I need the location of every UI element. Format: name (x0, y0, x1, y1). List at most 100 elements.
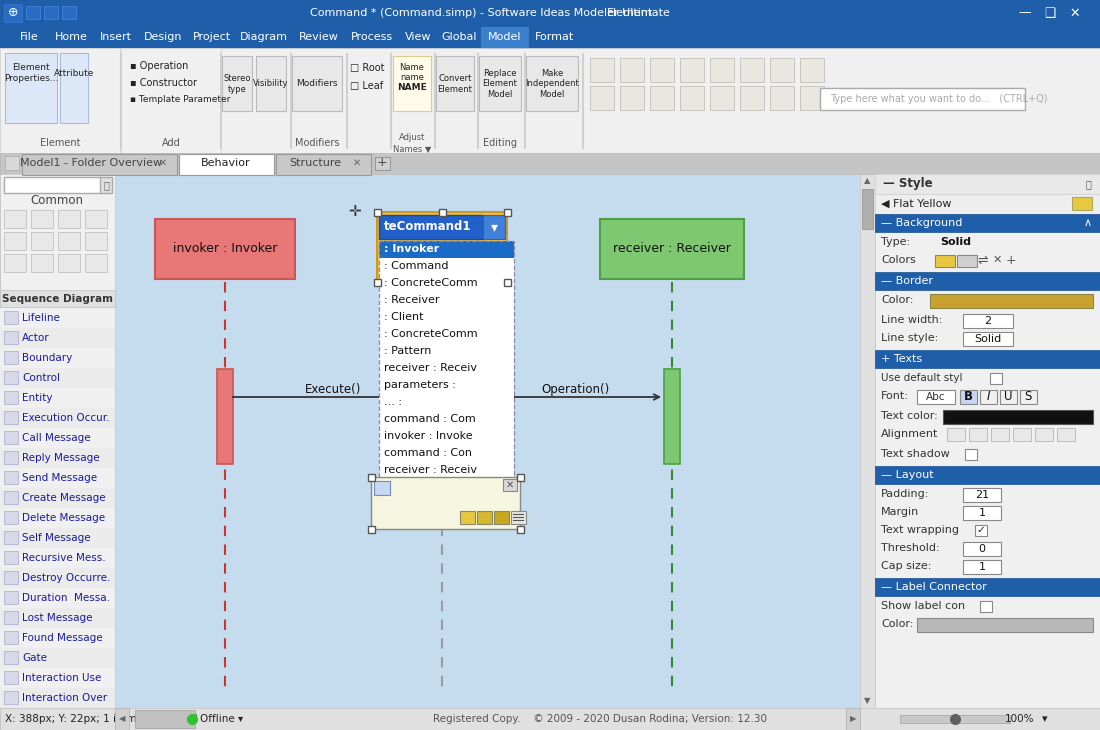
Bar (4, 4, 22, 22)
Text: 2: 2 (984, 316, 991, 326)
Bar (503, 479, 517, 491)
Text: : ConcreteComm: : ConcreteComm (384, 278, 477, 288)
Bar (650, 86, 674, 110)
Text: Modifiers: Modifiers (296, 80, 338, 88)
Bar (0, 290, 116, 307)
Text: Text wrapping: Text wrapping (881, 525, 959, 535)
Bar (256, 56, 286, 111)
Text: Element: Element (607, 8, 653, 18)
Text: ▶: ▶ (849, 715, 856, 723)
Bar (680, 58, 704, 82)
Bar (374, 209, 381, 216)
Bar (874, 174, 1100, 194)
Bar (379, 411, 514, 428)
Bar (292, 56, 342, 111)
Text: X: 388px; Y: 22px; 1 item(s) selected: X: 388px; Y: 22px; 1 item(s) selected (6, 714, 198, 724)
Bar (85, 232, 107, 250)
Bar (379, 394, 514, 411)
Bar (1000, 390, 1018, 404)
Bar (31, 210, 53, 228)
Text: Command * (Command.simp) - Software Ideas Modeler Ultimate: Command * (Command.simp) - Software Idea… (310, 8, 670, 18)
Text: ✕: ✕ (506, 480, 514, 490)
Bar (0, 388, 116, 408)
Text: Padding:: Padding: (881, 489, 930, 499)
Bar (512, 511, 526, 524)
Text: ✕: ✕ (1069, 7, 1080, 20)
Bar (900, 715, 1010, 723)
Bar (0, 608, 116, 628)
Text: ▾: ▾ (1042, 714, 1048, 724)
Bar (4, 177, 101, 193)
Bar (590, 58, 614, 82)
Bar (962, 314, 1013, 328)
Text: Lost Message: Lost Message (22, 613, 92, 623)
Text: : Client: : Client (384, 312, 424, 322)
Bar (44, 6, 58, 19)
Text: Sequence Diagram: Sequence Diagram (1, 293, 112, 304)
Text: 📌: 📌 (1085, 179, 1091, 189)
Bar (26, 6, 40, 19)
Bar (22, 154, 177, 175)
Bar (517, 526, 524, 533)
Bar (276, 154, 371, 175)
Bar (526, 56, 578, 111)
Bar (379, 309, 514, 326)
Bar (100, 177, 112, 193)
Bar (0, 628, 116, 648)
Text: 🔍: 🔍 (103, 180, 109, 190)
Text: — Style: — Style (883, 177, 933, 191)
Bar (135, 710, 195, 728)
Bar (371, 477, 520, 529)
Bar (379, 258, 514, 275)
Bar (874, 174, 1100, 708)
Text: Solid: Solid (975, 334, 1002, 344)
Text: ✕: ✕ (158, 158, 167, 168)
Bar (4, 691, 18, 704)
Text: Editing: Editing (483, 138, 517, 148)
Text: Behavior: Behavior (201, 158, 251, 168)
Text: Review: Review (299, 32, 339, 42)
Text: name: name (400, 74, 424, 82)
Bar (85, 210, 107, 228)
Bar (478, 56, 521, 111)
Bar (393, 56, 431, 111)
Text: Stereo
type: Stereo type (223, 74, 251, 93)
Bar (0, 708, 1100, 730)
Bar (222, 56, 252, 111)
Text: Structure: Structure (289, 158, 341, 168)
Bar (379, 326, 514, 343)
Text: Home: Home (55, 32, 87, 42)
Bar (116, 708, 860, 730)
Text: Global: Global (441, 32, 476, 42)
Bar (439, 209, 446, 216)
Bar (800, 58, 824, 82)
Bar (0, 48, 120, 153)
Text: Destroy Occurre.: Destroy Occurre. (22, 573, 110, 583)
Text: Execution Occur.: Execution Occur. (22, 413, 110, 423)
Bar (374, 481, 390, 495)
Text: ✓: ✓ (977, 525, 986, 535)
Bar (31, 232, 53, 250)
Bar (860, 174, 875, 708)
Bar (436, 56, 474, 111)
Text: Found Message: Found Message (22, 633, 102, 643)
Bar (0, 308, 116, 328)
Text: ✕: ✕ (353, 158, 361, 168)
Bar (0, 508, 116, 528)
Text: File: File (20, 32, 38, 42)
Bar (504, 279, 512, 286)
Text: + Texts: + Texts (881, 354, 922, 364)
Text: invoker : Invoke: invoker : Invoke (384, 431, 473, 441)
Bar (379, 275, 514, 292)
Text: ∧: ∧ (1084, 218, 1092, 228)
Text: Insert: Insert (100, 32, 132, 42)
Text: Margin: Margin (881, 507, 920, 517)
Bar (155, 219, 295, 279)
Text: ▪ Constructor: ▪ Constructor (130, 78, 197, 88)
Bar (4, 551, 18, 564)
Bar (740, 58, 764, 82)
Text: +: + (1005, 253, 1016, 266)
Text: Call Message: Call Message (22, 433, 90, 443)
Bar (4, 631, 18, 644)
Text: 21: 21 (975, 490, 989, 500)
